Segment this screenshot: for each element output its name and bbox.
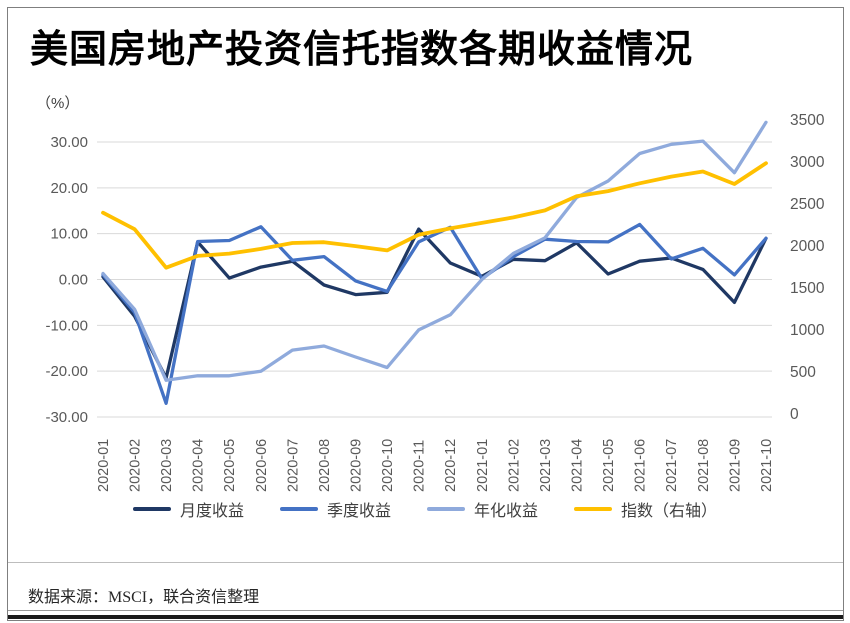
left-axis-tick: -10.00 — [45, 317, 88, 334]
separator-line-top — [8, 562, 843, 563]
legend-label: 季度收益 — [326, 503, 391, 520]
right-axis-tick: 2500 — [790, 196, 825, 213]
legend-item-monthly-return: 月度收益 — [132, 497, 244, 521]
x-axis-labels: 2020-01 2020-02 2020-03 2020-04 2020-05 2020-… — [96, 439, 775, 492]
gridlines — [97, 141, 772, 418]
bottom-accent-bar — [8, 615, 843, 619]
left-axis-tick: -20.00 — [45, 363, 88, 380]
right-axis-tick: 500 — [790, 364, 816, 381]
legend-swatch-annualized-return — [427, 507, 465, 511]
right-axis-tick: 3500 — [790, 112, 825, 129]
chart-title: 美国房地产投资信托指数各期收益情况 — [30, 29, 694, 71]
x-axis-tick: 2021-10 — [759, 439, 775, 492]
legend-label: 年化收益 — [474, 503, 539, 520]
series-index-right-axis — [101, 161, 768, 270]
left-axis-tick: 10.00 — [50, 226, 88, 243]
x-axis-tick: 2020-01 — [96, 439, 112, 492]
x-axis-tick: 2020-02 — [128, 439, 144, 492]
legend-label: 指数（右轴） — [621, 503, 718, 520]
x-axis-tick: 2020-12 — [443, 439, 459, 492]
right-axis-tick: 3000 — [790, 154, 825, 171]
x-axis-tick: 2021-07 — [664, 439, 680, 492]
legend-swatch-index-right-axis — [574, 507, 613, 511]
right-axis-tick: 0 — [790, 406, 799, 423]
right-axis-tick: 1000 — [790, 322, 825, 339]
left-axis-tick: 30.00 — [50, 134, 88, 151]
left-axis-labels: 30.00 20.00 10.00 0.00 -10.00 -20.00 -30.00 — [45, 134, 88, 426]
right-axis-labels: 3500 3000 2500 2000 1500 1000 500 0 — [790, 112, 825, 423]
x-axis-tick: 2021-06 — [633, 439, 649, 492]
legend-item-annualized-return: 年化收益 — [427, 497, 538, 521]
series-annualized-return — [101, 120, 768, 382]
legend-swatch-monthly-return — [132, 507, 171, 511]
x-axis-tick: 2020-06 — [254, 439, 270, 492]
x-axis-tick: 2021-03 — [538, 439, 554, 492]
data-source-note: 数据来源：MSCI，联合资信整理 — [28, 589, 260, 606]
x-axis-tick: 2021-08 — [696, 439, 712, 492]
legend-label: 月度收益 — [179, 503, 244, 520]
right-axis-tick: 2000 — [790, 238, 825, 255]
series-quarterly-return — [101, 222, 768, 405]
x-axis-tick: 2021-02 — [506, 439, 522, 492]
left-axis-tick: 0.00 — [59, 272, 88, 289]
x-axis-tick: 2021-01 — [475, 439, 491, 492]
legend-swatch-quarterly-return — [279, 507, 318, 511]
left-axis-unit-label: （%） — [36, 95, 80, 112]
x-axis-tick: 2020-03 — [159, 439, 175, 492]
legend-item-index-right-axis: 指数（右轴） — [574, 497, 717, 521]
separator-line-bottom — [8, 610, 843, 611]
series-monthly-return — [101, 227, 768, 380]
x-axis-tick: 2020-07 — [285, 439, 301, 492]
x-axis-tick: 2020-09 — [349, 439, 365, 492]
left-axis-tick: 20.00 — [50, 180, 88, 197]
x-axis-tick: 2020-10 — [380, 439, 396, 492]
x-axis-tick: 2020-08 — [317, 439, 333, 492]
x-axis-tick: 2021-09 — [727, 439, 743, 492]
x-axis-tick: 2021-04 — [570, 439, 586, 492]
x-axis-tick: 2021-05 — [601, 439, 617, 492]
line-chart: 30.00 20.00 10.00 0.00 -10.00 -20.00 -30.00 350… — [45, 112, 825, 492]
chart-legend: 月度收益 季度收益 年化收益 指数（右轴） — [0, 497, 850, 521]
x-axis-tick: 2020-11 — [412, 440, 428, 492]
x-axis-tick: 2020-05 — [222, 439, 238, 492]
left-axis-tick: -30.00 — [45, 409, 88, 426]
legend-item-quarterly-return: 季度收益 — [279, 497, 391, 521]
x-axis-tick: 2020-04 — [191, 439, 207, 492]
series-lines — [101, 120, 768, 405]
right-axis-tick: 1500 — [790, 280, 825, 297]
